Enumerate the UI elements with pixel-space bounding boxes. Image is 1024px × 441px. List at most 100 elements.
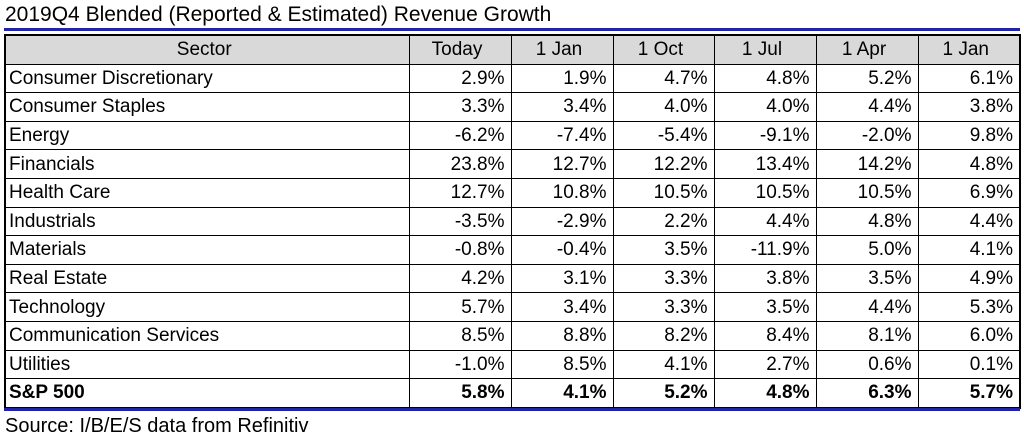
growth-value: -2.0% <box>815 120 919 151</box>
growth-value: 6.1% <box>917 63 1021 94</box>
growth-value: 3.5% <box>612 235 715 265</box>
growth-value: 0.1% <box>917 349 1021 380</box>
table-row: Real Estate 4.2% 3.1% 3.3% 3.8% 3.5% 4.9% <box>4 263 1021 294</box>
growth-value: 4.8% <box>713 378 817 409</box>
growth-value: 4.0% <box>612 92 715 122</box>
growth-value: 13.4% <box>713 149 817 179</box>
growth-value: -6.2% <box>408 120 512 151</box>
table-row: Materials -0.8% -0.4% 3.5% -11.9% 5.0% 4.1% <box>4 235 1021 265</box>
growth-value: 10.5% <box>815 177 919 208</box>
sector-name: Financials <box>4 149 410 179</box>
source-rule <box>4 408 1020 411</box>
sector-name: S&P 500 <box>4 378 410 409</box>
growth-value: 4.4% <box>917 206 1021 237</box>
growth-value: 12.7% <box>408 177 512 208</box>
growth-value: 23.8% <box>408 149 512 179</box>
growth-value: 4.9% <box>917 263 1021 294</box>
growth-value: 4.0% <box>713 92 817 122</box>
growth-value: 3.3% <box>612 292 715 322</box>
growth-value: 12.7% <box>510 149 614 179</box>
growth-value: 10.5% <box>713 177 817 208</box>
growth-value: -9.1% <box>713 120 817 151</box>
column-header-date: 1 Oct <box>612 34 715 65</box>
growth-value: 4.2% <box>408 263 512 294</box>
table-row: Consumer Discretionary 2.9% 1.9% 4.7% 4.8% 5.… <box>4 63 1021 94</box>
growth-value: 4.4% <box>815 92 919 122</box>
growth-value: -0.4% <box>510 235 614 265</box>
growth-value: 3.3% <box>612 263 715 294</box>
growth-value: 5.7% <box>917 378 1021 409</box>
table-row: Communication Services 8.5% 8.8% 8.2% 8.4% 8.… <box>4 320 1021 351</box>
growth-value: 3.4% <box>510 292 614 322</box>
table-row: Financials 23.8% 12.7% 12.2% 13.4% 14.2% 4.8% <box>4 149 1021 179</box>
growth-value: 12.2% <box>612 149 715 179</box>
growth-value: 8.5% <box>510 349 614 380</box>
table-title: 2019Q4 Blended (Reported & Estimated) Re… <box>5 3 552 26</box>
growth-value: -5.4% <box>612 120 715 151</box>
growth-value: -1.0% <box>408 349 512 380</box>
growth-value: 4.8% <box>713 63 817 94</box>
column-header-date: 1 Jan <box>510 34 614 65</box>
header-row: Sector Today 1 Jan 1 Oct 1 Jul 1 Apr 1 Jan <box>4 34 1021 65</box>
sector-name: Consumer Discretionary <box>4 63 410 94</box>
sector-name: Health Care <box>4 177 410 208</box>
sector-name: Real Estate <box>4 263 410 294</box>
table-body: Consumer Discretionary 2.9% 1.9% 4.7% 4.8% 5.… <box>4 63 1021 409</box>
growth-value: 2.9% <box>408 63 512 94</box>
sector-name: Technology <box>4 292 410 322</box>
growth-value: 9.8% <box>917 120 1021 151</box>
growth-value: 4.8% <box>917 149 1021 179</box>
table-row: Utilities -1.0% 8.5% 4.1% 2.7% 0.6% 0.1% <box>4 349 1021 380</box>
table-row: Health Care 12.7% 10.8% 10.5% 10.5% 10.5% 6.9% <box>4 177 1021 208</box>
column-header-date: 1 Jul <box>713 34 817 65</box>
growth-value: 5.0% <box>815 235 919 265</box>
growth-value: 1.9% <box>510 63 614 94</box>
growth-value: 8.5% <box>408 320 512 351</box>
growth-value: 3.5% <box>815 263 919 294</box>
growth-value: 8.1% <box>815 320 919 351</box>
sector-name: Utilities <box>4 349 410 380</box>
growth-value: 2.7% <box>713 349 817 380</box>
growth-value: 10.5% <box>612 177 715 208</box>
growth-value: 3.4% <box>510 92 614 122</box>
column-header-sector: Sector <box>4 34 410 65</box>
growth-value: -7.4% <box>510 120 614 151</box>
table-row: Consumer Staples 3.3% 3.4% 4.0% 4.0% 4.4% 3.8% <box>4 92 1021 122</box>
growth-value: 0.6% <box>815 349 919 380</box>
sector-name: Industrials <box>4 206 410 237</box>
growth-value: 3.8% <box>917 92 1021 122</box>
total-row: S&P 500 5.8% 4.1% 5.2% 4.8% 6.3% 5.7% <box>4 378 1021 409</box>
sector-name: Consumer Staples <box>4 92 410 122</box>
growth-value: 2.2% <box>612 206 715 237</box>
table-row: Energy -6.2% -7.4% -5.4% -9.1% -2.0% 9.8% <box>4 120 1021 151</box>
sector-name: Energy <box>4 120 410 151</box>
growth-value: 3.1% <box>510 263 614 294</box>
growth-value: 4.1% <box>612 349 715 380</box>
growth-value: 3.8% <box>713 263 817 294</box>
growth-value: 5.8% <box>408 378 512 409</box>
growth-value: -2.9% <box>510 206 614 237</box>
growth-value: 6.9% <box>917 177 1021 208</box>
growth-value: -11.9% <box>713 235 817 265</box>
growth-value: 6.3% <box>815 378 919 409</box>
growth-value: 4.1% <box>510 378 614 409</box>
growth-value: 10.8% <box>510 177 614 208</box>
growth-value: 5.2% <box>612 378 715 409</box>
growth-value: 4.1% <box>917 235 1021 265</box>
column-header-date: 1 Apr <box>815 34 919 65</box>
revenue-growth-table: Sector Today 1 Jan 1 Oct 1 Jul 1 Apr 1 Jan Con… <box>4 34 1021 409</box>
sector-name: Communication Services <box>4 320 410 351</box>
growth-value: 4.7% <box>612 63 715 94</box>
growth-value: 8.8% <box>510 320 614 351</box>
column-header-date: 1 Jan <box>917 34 1021 65</box>
growth-value: 8.2% <box>612 320 715 351</box>
table-row: Industrials -3.5% -2.9% 2.2% 4.4% 4.8% 4.4% <box>4 206 1021 237</box>
growth-value: 4.4% <box>713 206 817 237</box>
growth-value: 6.0% <box>917 320 1021 351</box>
growth-value: 5.3% <box>917 292 1021 322</box>
growth-value: 4.8% <box>815 206 919 237</box>
growth-value: 3.5% <box>713 292 817 322</box>
growth-value: 5.7% <box>408 292 512 322</box>
sector-name: Materials <box>4 235 410 265</box>
growth-value: 5.2% <box>815 63 919 94</box>
